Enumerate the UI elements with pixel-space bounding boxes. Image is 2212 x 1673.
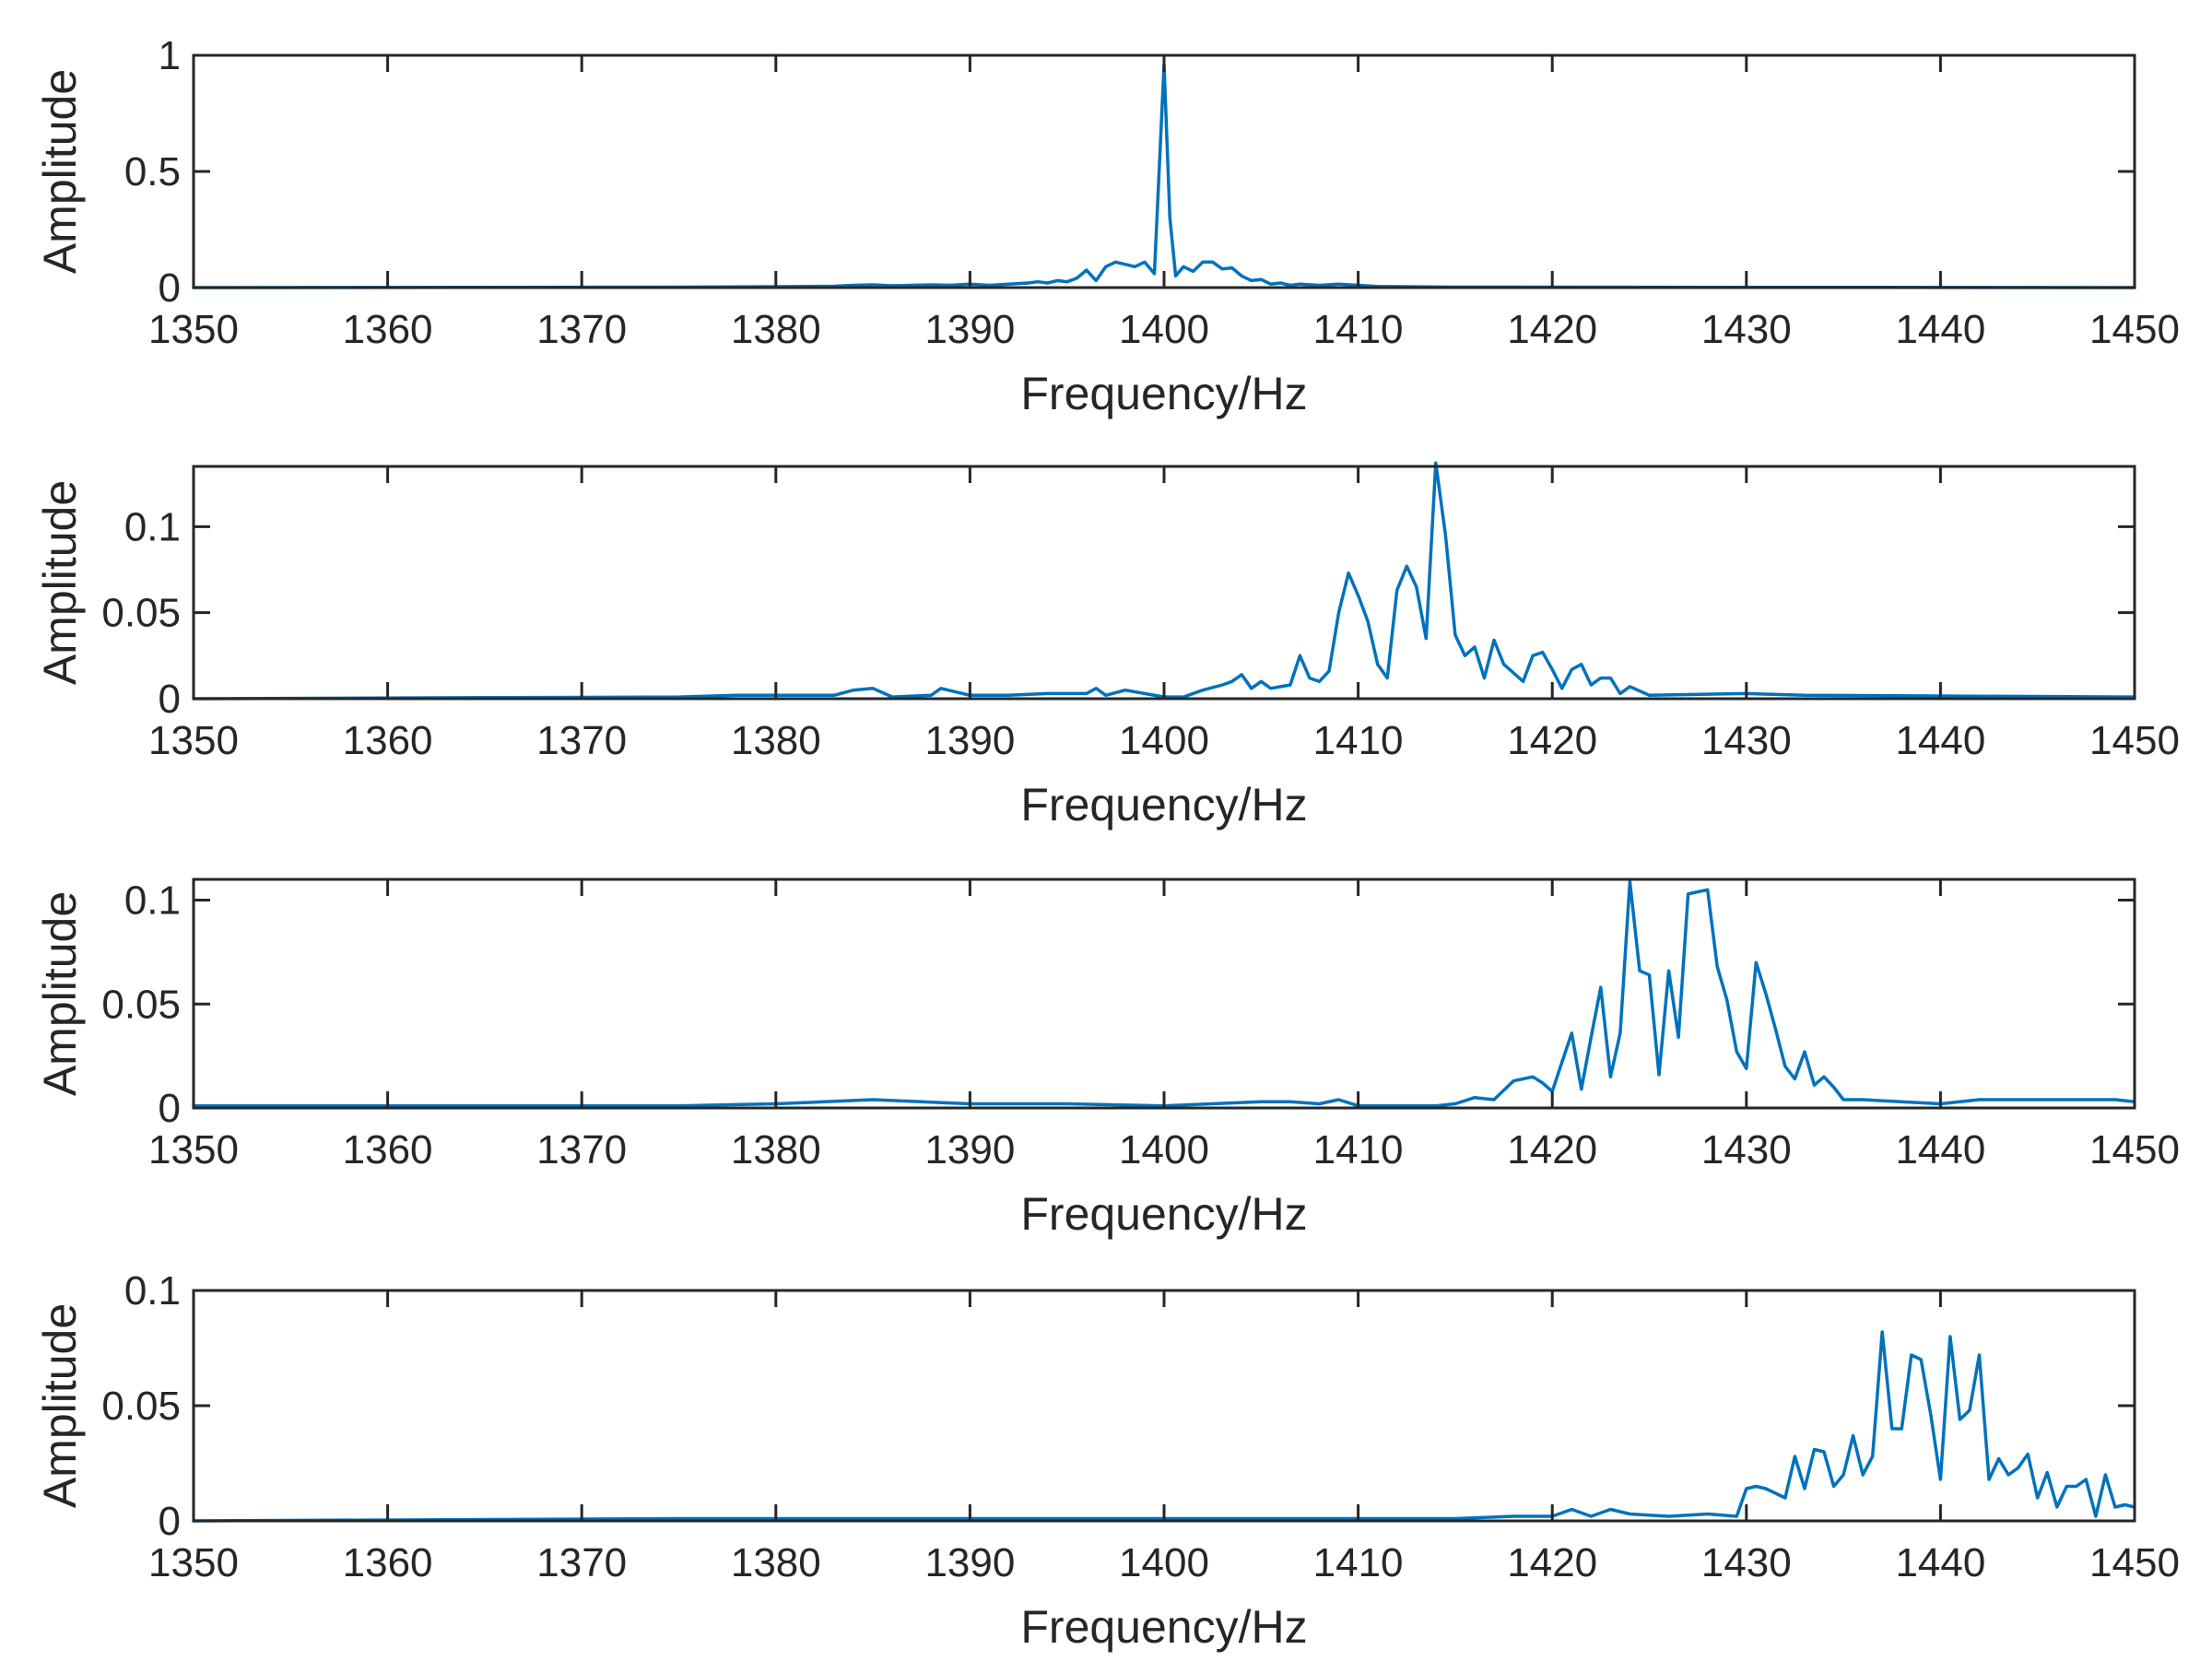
y-tick-label: 1 (159, 33, 181, 78)
x-tick-label: 1410 (1313, 1540, 1404, 1585)
subplot-1: 1350 1360 1370 1380 1390 1400 1410 1420 1430 1440… (34, 33, 2180, 419)
x-axis-label: Frequency/Hz (1020, 1188, 1307, 1240)
x-tick-label: 1420 (1507, 1540, 1597, 1585)
x-tick-label: 1430 (1701, 307, 1792, 352)
series-line (192, 461, 2136, 701)
x-tick-label: 1410 (1313, 307, 1404, 352)
x-tick-label: 1400 (1119, 1127, 1209, 1172)
x-tick-label: 1380 (731, 718, 821, 763)
x-tick-label: 1360 (343, 307, 433, 352)
x-axis-label: Frequency/Hz (1020, 368, 1307, 419)
y-axis-label: Amplitude (34, 1303, 86, 1508)
x-tick-label: 1440 (1895, 1127, 1985, 1172)
x-axis-label: Frequency/Hz (1020, 1601, 1307, 1653)
x-tick-label: 1410 (1313, 1127, 1404, 1172)
y-tick-label: 0.1 (124, 1268, 181, 1314)
x-tick-label: 1420 (1507, 718, 1597, 763)
x-tick-label: 1350 (148, 1127, 239, 1172)
x-tick-label: 1360 (343, 1127, 433, 1172)
x-tick-label: 1420 (1507, 1127, 1597, 1172)
x-tick-label: 1390 (924, 307, 1015, 352)
x-tick-label: 1350 (148, 1540, 239, 1585)
subplot-2: 1350 1360 1370 1380 1390 1400 1410 1420 1430 1440… (34, 461, 2180, 831)
y-tick-label: 0 (159, 1086, 181, 1131)
x-tick-label: 1360 (343, 718, 433, 763)
series-line (192, 1330, 2136, 1523)
x-tick-label: 1400 (1119, 718, 1209, 763)
x-tick-label: 1360 (343, 1540, 433, 1585)
subplot-3: 1350 1360 1370 1380 1390 1400 1410 1420 1430 1440… (34, 878, 2180, 1240)
y-axis-label: Amplitude (34, 480, 86, 685)
x-tick-label: 1380 (731, 1127, 821, 1172)
x-tick-label: 1370 (536, 1540, 627, 1585)
x-tick-label: 1440 (1895, 307, 1985, 352)
x-tick-label: 1400 (1119, 1540, 1209, 1585)
x-tick-label: 1450 (2089, 1127, 2180, 1172)
x-tick-label: 1390 (924, 1540, 1015, 1585)
x-tick-label: 1430 (1701, 1127, 1792, 1172)
x-tick-label: 1380 (731, 307, 821, 352)
series-line (192, 879, 2136, 1108)
x-tick-label: 1350 (148, 307, 239, 352)
y-tick-label: 0.05 (101, 1384, 181, 1429)
y-axis-label: Amplitude (34, 891, 86, 1096)
series-line (192, 63, 2136, 289)
x-tick-label: 1380 (731, 1540, 821, 1585)
x-tick-label: 1450 (2089, 1540, 2180, 1585)
subplot-4: 1350 1360 1370 1380 1390 1400 1410 1420 1430 1440… (34, 1268, 2180, 1653)
x-tick-label: 1440 (1895, 1540, 1985, 1585)
x-tick-label: 1400 (1119, 307, 1209, 352)
y-tick-label: 0.05 (101, 982, 181, 1027)
x-tick-label: 1370 (536, 1127, 627, 1172)
x-tick-label: 1350 (148, 718, 239, 763)
x-tick-label: 1420 (1507, 307, 1597, 352)
x-axis-label: Frequency/Hz (1020, 779, 1307, 831)
y-tick-label: 0.1 (124, 878, 181, 924)
y-axis-label: Amplitude (34, 69, 86, 274)
x-tick-label: 1440 (1895, 718, 1985, 763)
x-tick-label: 1370 (536, 307, 627, 352)
y-tick-label: 0.1 (124, 504, 181, 549)
y-tick-label: 0 (159, 677, 181, 722)
x-tick-label: 1410 (1313, 718, 1404, 763)
y-tick-label: 0.05 (101, 591, 181, 636)
y-tick-label: 0.5 (124, 149, 181, 194)
x-tick-label: 1390 (924, 1127, 1015, 1172)
y-tick-label: 0 (159, 1499, 181, 1544)
x-tick-label: 1430 (1701, 718, 1792, 763)
x-tick-label: 1370 (536, 718, 627, 763)
x-tick-label: 1450 (2089, 718, 2180, 763)
x-tick-label: 1430 (1701, 1540, 1792, 1585)
y-tick-label: 0 (159, 265, 181, 311)
x-tick-label: 1390 (924, 718, 1015, 763)
x-tick-label: 1450 (2089, 307, 2180, 352)
